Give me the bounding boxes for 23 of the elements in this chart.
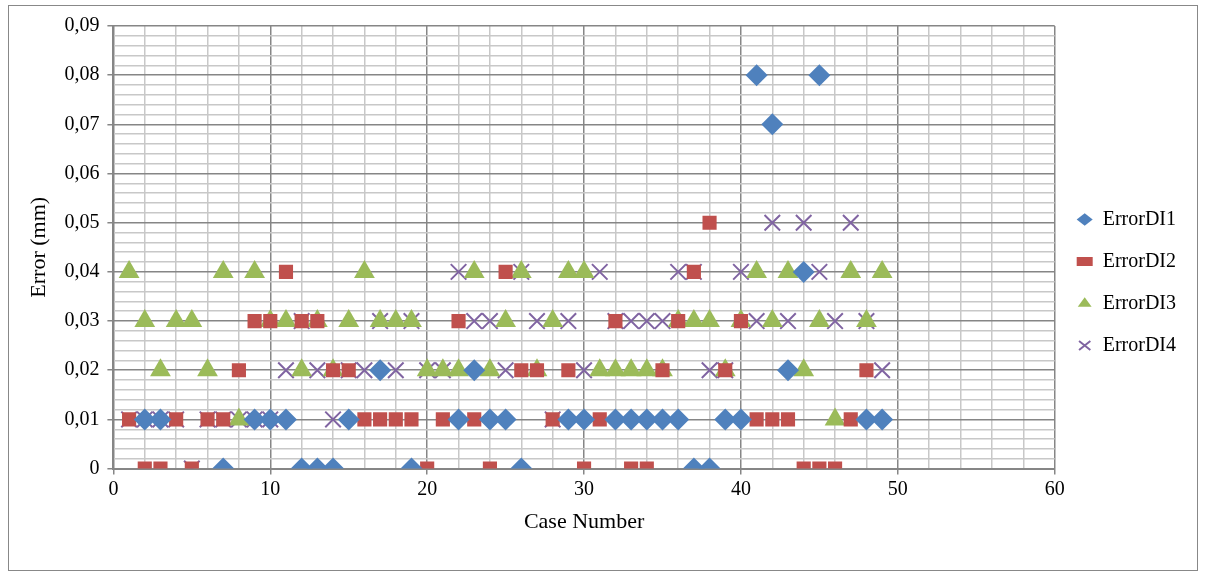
y-tick-label: 0,04 <box>64 259 100 282</box>
legend-label: ErrorDI1 <box>1102 206 1177 229</box>
y-tick-label: 0 <box>89 455 100 478</box>
x-tick-label: 40 <box>730 476 751 499</box>
legend-label: ErrorDI3 <box>1102 290 1177 313</box>
y-tick-label: 0,01 <box>64 406 100 429</box>
x-tick-label: 30 <box>574 476 595 499</box>
y-axis-title: Error (mm) <box>24 196 50 298</box>
x-tick-label: 0 <box>108 476 119 499</box>
x-tick-label: 60 <box>1044 476 1065 499</box>
y-tick-label: 0,07 <box>64 111 100 134</box>
x-tick-label: 20 <box>417 476 438 499</box>
y-tick-label: 0,05 <box>64 209 100 232</box>
y-tick-label: 0,08 <box>64 62 100 85</box>
x-tick-label: 50 <box>887 476 908 499</box>
y-tick-label: 0,09 <box>64 13 100 36</box>
y-tick-label: 0,06 <box>64 160 100 183</box>
legend-label: ErrorDI4 <box>1102 332 1177 355</box>
x-axis-title: Case Number <box>523 507 645 533</box>
legend-label: ErrorDI2 <box>1102 248 1177 271</box>
y-tick-label: 0,03 <box>64 308 100 331</box>
y-tick-label: 0,02 <box>64 357 100 380</box>
x-tick-label: 10 <box>260 476 281 499</box>
